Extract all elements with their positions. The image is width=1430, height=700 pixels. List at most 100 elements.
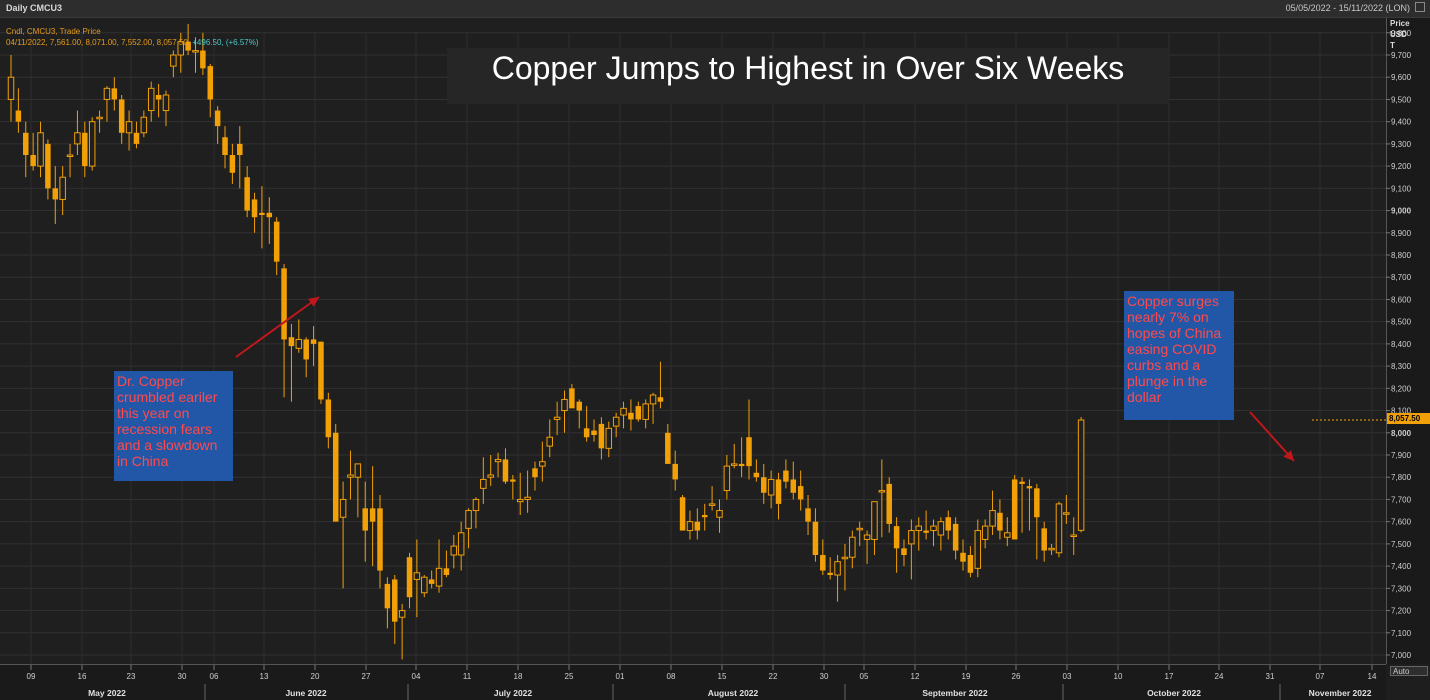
candle (1055, 501, 1063, 558)
candle (576, 399, 583, 429)
candle-body-down (443, 568, 450, 576)
candle (443, 550, 450, 578)
candle-body-down (266, 212, 273, 218)
candle (583, 406, 590, 442)
candle (428, 570, 435, 589)
candle-body-up (435, 567, 443, 587)
candle (561, 390, 568, 433)
candle (406, 552, 413, 609)
candle-body-down (591, 430, 597, 436)
x-tick-label: 22 (769, 672, 778, 681)
candle (1034, 483, 1040, 560)
candle (642, 399, 649, 429)
candle (369, 466, 376, 567)
candle (827, 557, 833, 580)
candle (1004, 517, 1011, 547)
candle-body-down (672, 463, 678, 480)
candle (841, 543, 849, 591)
y-tick-labels: 7,000 7,100 7,200 7,300 7,400 7,500 7,600 7,700… (1391, 29, 1412, 660)
candle (716, 499, 723, 533)
candle-body-up (147, 87, 155, 112)
x-tick-label: 08 (667, 672, 676, 681)
x-tick-label: 13 (260, 672, 269, 681)
x-tick-label: 30 (178, 672, 187, 681)
candle (790, 461, 797, 500)
candle-body-down (244, 177, 250, 211)
legend-ohlc-values: 04/11/2022, 7,561.00, 8,071.00, 7,552.00… (6, 38, 191, 47)
candle-body-down (960, 552, 966, 562)
candle (915, 517, 922, 551)
y-tick-label: 9,400 (1391, 118, 1412, 127)
candle (214, 106, 221, 144)
y-tick-label: 9,000 (1391, 207, 1412, 216)
candle (665, 423, 671, 464)
y-tick-label: 7,100 (1391, 629, 1412, 638)
candle-body-down (281, 268, 287, 340)
candle-body-down (111, 88, 118, 100)
candle (155, 83, 162, 118)
window-control-icon[interactable] (1415, 2, 1425, 12)
candle-body-up (863, 534, 871, 540)
auto-scale-button[interactable]: Auto (1390, 666, 1428, 676)
candle-body-up (686, 521, 694, 532)
y-tick-label: 9,300 (1391, 140, 1412, 149)
candle (1011, 475, 1018, 540)
candle (354, 463, 362, 518)
candle (856, 521, 863, 547)
candle (384, 577, 391, 629)
candle-body-down (1011, 479, 1018, 540)
candle (237, 126, 243, 189)
candle (952, 517, 959, 560)
x-tick-label: 04 (412, 672, 421, 681)
candle-body-up (465, 510, 472, 529)
candle (147, 81, 155, 122)
candle-body-down (30, 155, 36, 167)
candle-body-up (981, 525, 989, 540)
x-tick-label: 18 (514, 672, 523, 681)
candle (1041, 521, 1047, 562)
time-axis[interactable] (0, 664, 1386, 700)
y-tick-label: 9,700 (1391, 51, 1412, 60)
candle (767, 470, 775, 509)
candle (908, 519, 915, 580)
candle-body-down (214, 110, 221, 127)
annotation-left: Dr. Copper crumbled eariler this year on… (114, 371, 233, 481)
candle-body-up (553, 416, 561, 420)
candle (177, 32, 184, 73)
x-month-label: November 2022 (1309, 688, 1372, 698)
candle (303, 337, 309, 378)
candle (863, 530, 871, 564)
candle-body-up (524, 496, 531, 500)
candle-body-up (561, 398, 568, 412)
candle-body-down (945, 517, 952, 531)
candle (1026, 479, 1033, 531)
candle (457, 521, 465, 571)
x-tick-label: 25 (565, 672, 574, 681)
candle-body-up (354, 463, 362, 478)
candle-body-up (421, 576, 428, 594)
candle (332, 423, 339, 522)
candle-body-up (708, 503, 716, 506)
price-axis[interactable] (1386, 18, 1430, 664)
candle (502, 448, 509, 484)
candle (783, 459, 789, 489)
candle-body-down (155, 95, 162, 100)
candle-body-down (635, 406, 642, 420)
x-tick-label: 17 (1165, 672, 1174, 681)
candle-body-up (103, 87, 111, 100)
candle (516, 472, 524, 516)
candle-body-up (937, 521, 945, 536)
candle-body-up (767, 478, 775, 496)
candle (7, 55, 15, 122)
candle (15, 88, 22, 133)
y-tick-label: 7,000 (1391, 651, 1412, 660)
x-month-label: October 2022 (1147, 688, 1201, 698)
candle (421, 575, 428, 598)
candle (125, 110, 133, 151)
candle-body-up (915, 525, 922, 532)
candle-body-up (192, 50, 199, 53)
candle-body-up (730, 463, 738, 466)
candle-body-down (569, 388, 575, 409)
candle (1063, 495, 1070, 524)
candle (649, 392, 657, 424)
